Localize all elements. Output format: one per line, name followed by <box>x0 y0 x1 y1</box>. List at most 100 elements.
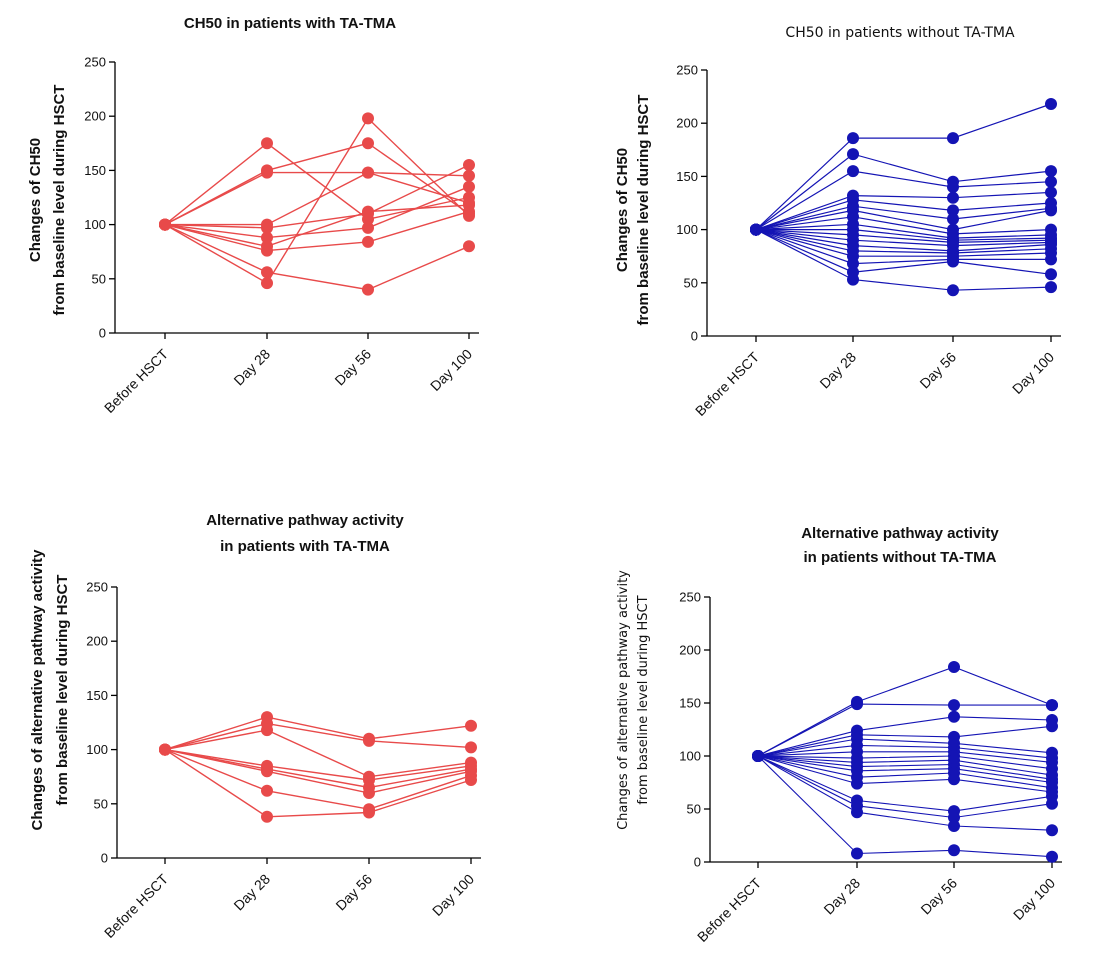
data-point <box>363 734 375 747</box>
data-point <box>1045 165 1057 178</box>
data-point <box>1045 186 1057 199</box>
data-point <box>947 284 959 297</box>
y-tick-label: 100 <box>679 749 701 764</box>
series-line-15 <box>757 755 1053 819</box>
data-point <box>851 806 863 819</box>
data-point <box>261 244 273 257</box>
x-tick-label: Day 100 <box>427 346 475 394</box>
data-point <box>1045 281 1057 294</box>
y-tick-label: 250 <box>84 55 106 70</box>
series-line-2 <box>164 142 470 226</box>
data-point <box>948 773 960 786</box>
data-point <box>947 204 959 217</box>
y-tick-label: 200 <box>676 116 698 131</box>
data-point <box>948 844 960 857</box>
y-tick-label: 0 <box>101 851 108 866</box>
data-point <box>261 231 273 244</box>
y-axis-label: from baseline level during HSCT <box>636 595 651 804</box>
series-line-6 <box>757 744 1053 759</box>
y-tick-label: 200 <box>679 643 701 658</box>
x-tick-label: Before HSCT <box>694 874 764 944</box>
series-line-10 <box>756 229 1052 241</box>
data-point <box>261 724 273 737</box>
y-axis-label: from baseline level during HSCT <box>635 95 652 326</box>
data-point <box>947 181 959 193</box>
series-line-6 <box>164 748 472 794</box>
series-line-3 <box>757 716 1053 757</box>
y-tick-label: 50 <box>92 271 106 286</box>
chart-title: Alternative pathway activity <box>206 512 404 529</box>
y-tick-label: 200 <box>84 109 106 124</box>
data-point <box>261 166 273 179</box>
series-line-16 <box>757 755 1053 831</box>
series-line-10 <box>164 117 470 285</box>
data-point <box>1045 268 1057 281</box>
data-point <box>948 710 960 723</box>
data-point <box>159 218 171 231</box>
chart-title: Alternative pathway activity <box>801 525 999 542</box>
series-line-8 <box>164 210 470 252</box>
series-line-8 <box>755 216 1052 235</box>
data-point <box>947 191 959 204</box>
y-tick-label: 100 <box>676 222 698 237</box>
x-tick-label: Day 100 <box>1010 875 1058 923</box>
series-line-7 <box>755 209 1052 231</box>
series-line-14 <box>755 229 1052 254</box>
series-line-12 <box>755 229 1052 247</box>
y-tick-label: 100 <box>84 217 106 232</box>
series-line-2 <box>164 722 472 751</box>
x-tick-label: Day 100 <box>1009 349 1057 397</box>
series-line-3 <box>755 170 1052 231</box>
series-line-3 <box>164 729 472 778</box>
data-point <box>1045 253 1057 266</box>
series-line-12 <box>757 755 1053 789</box>
series-line-9 <box>755 223 1052 239</box>
y-tick-label: 150 <box>86 688 108 703</box>
data-point <box>847 132 859 145</box>
data-point <box>159 743 171 756</box>
y-tick-label: 0 <box>694 855 701 870</box>
data-point <box>948 661 960 673</box>
chart-panel-3: Alternative pathway activity in patients … <box>29 512 481 941</box>
x-tick-label: Day 56 <box>917 875 960 918</box>
data-point <box>261 137 273 150</box>
series-line-1 <box>755 103 1052 231</box>
x-tick-label: Before HSCT <box>692 348 762 418</box>
data-point <box>261 277 273 290</box>
data-point <box>948 820 960 832</box>
data-point <box>261 810 273 823</box>
series-line-5 <box>755 199 1052 231</box>
series-line-15 <box>755 229 1052 257</box>
chart-title: CH50 in patients without TA-TMA <box>785 25 1015 41</box>
chart-title: CH50 in patients with TA-TMA <box>184 15 396 32</box>
series-line-13 <box>757 755 1053 793</box>
series-line-7 <box>164 748 472 810</box>
y-tick-label: 0 <box>99 326 106 341</box>
y-axis-label: Changes of CH50 <box>614 148 631 272</box>
series-line-9 <box>164 223 470 291</box>
y-tick-label: 100 <box>86 742 108 757</box>
y-tick-label: 200 <box>86 634 108 649</box>
data-point <box>463 180 475 193</box>
series-line-10 <box>757 755 1053 780</box>
x-tick-label: Day 28 <box>230 871 273 914</box>
data-point <box>851 847 863 860</box>
series-line-14 <box>757 755 1053 812</box>
x-tick-label: Before HSCT <box>101 870 171 940</box>
data-point <box>1046 699 1058 712</box>
chart-panel-1: CH50 in patients with TA-TMA Changes of C… <box>27 15 479 416</box>
y-tick-label: 250 <box>679 590 701 605</box>
x-tick-label: Day 56 <box>332 871 375 914</box>
y-tick-label: 50 <box>684 275 698 290</box>
y-tick-label: 0 <box>691 329 698 344</box>
series-line-11 <box>757 755 1053 784</box>
data-point <box>465 741 477 754</box>
data-point <box>948 699 960 712</box>
data-point <box>1046 720 1058 733</box>
series-line-5 <box>164 164 470 229</box>
series-line-4 <box>165 171 470 226</box>
data-point <box>750 223 762 236</box>
chart-panel-2: CH50 in patients without TA-TMA Changes o… <box>614 25 1061 419</box>
data-point <box>261 784 273 797</box>
